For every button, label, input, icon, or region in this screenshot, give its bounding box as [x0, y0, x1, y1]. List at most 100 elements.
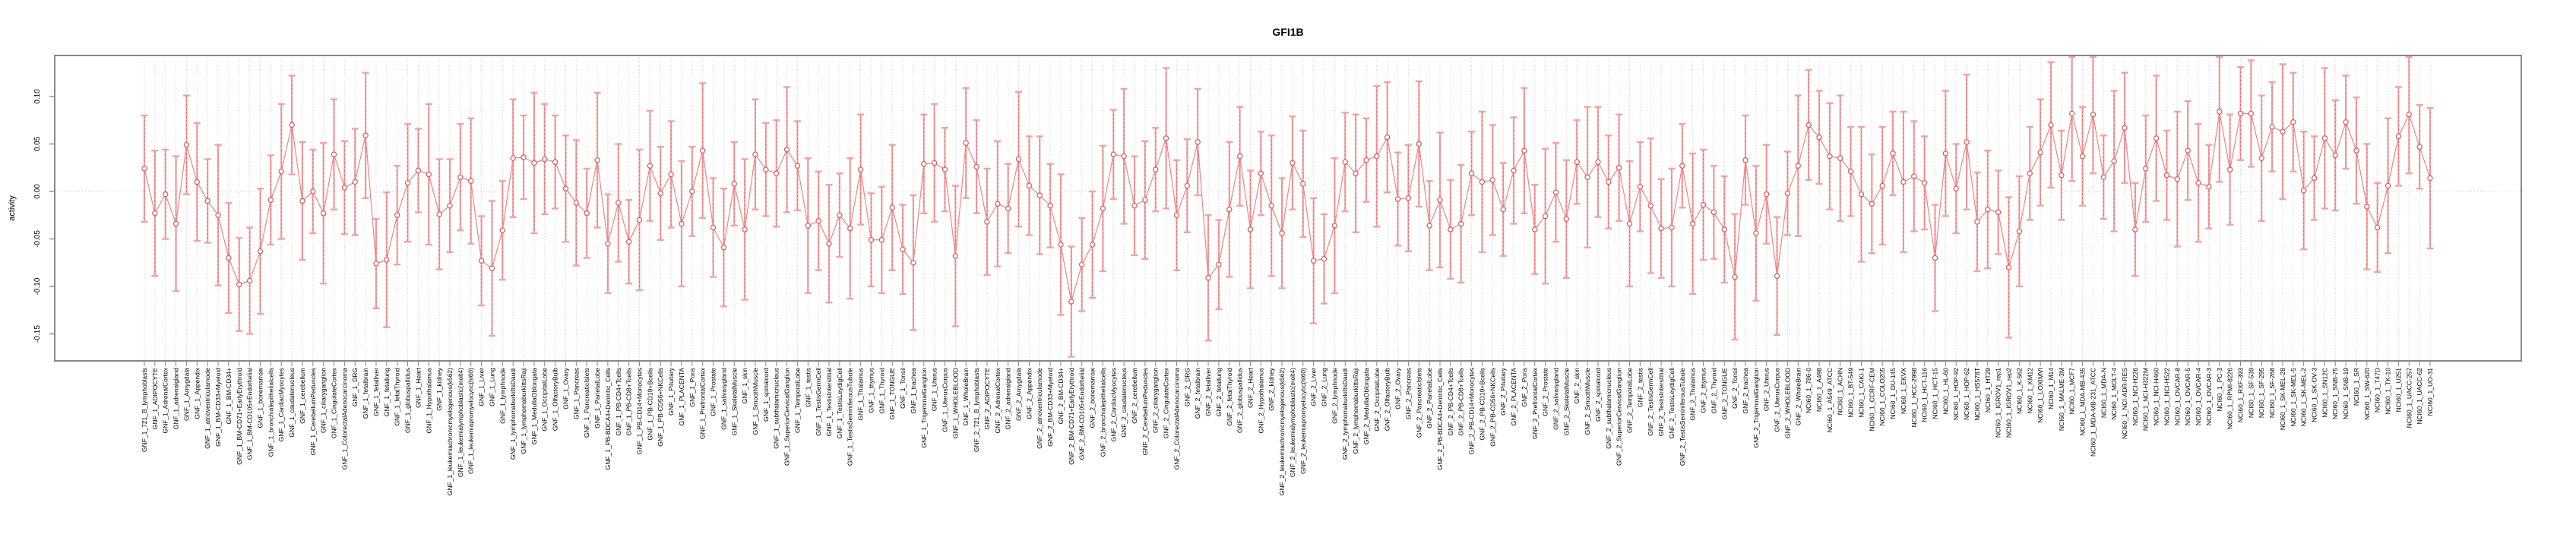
x-tick-label: NCI60_1_COLO205 — [1878, 368, 1886, 426]
data-point — [2185, 147, 2191, 153]
x-tick-label: GNF_2_Prostate — [1542, 368, 1549, 416]
data-point — [963, 140, 969, 146]
data-point — [362, 132, 369, 138]
x-tick-label: GNF_1_SuperiorCervicalGanglion — [783, 368, 791, 466]
data-point — [1774, 273, 1780, 279]
x-tick-label: GNF_2_Pituitary — [1499, 367, 1507, 416]
data-point — [2269, 124, 2275, 130]
data-point — [774, 170, 780, 176]
data-point — [478, 258, 485, 264]
data-point — [2100, 174, 2106, 180]
x-tick-label: GNF_2_TestisSeminiferousTubule — [1679, 368, 1686, 466]
x-tick-label: GNF_1_CardiacMyocytes — [277, 368, 285, 441]
data-point — [299, 198, 305, 204]
x-tick-label: GNF_1_lymphomaburkittsDaudi — [509, 368, 517, 460]
x-tick-label: NCI60_1_SR — [2353, 368, 2360, 406]
x-tick-label: GNF_2_TemporalLobe — [1626, 368, 1634, 433]
data-point — [826, 241, 832, 247]
x-tick-label: NCI60_1_HCC-2998 — [1910, 368, 1918, 428]
x-tick-label: GNF_2_cerebellum — [1131, 368, 1138, 424]
x-tick-label: GNF_2_Heart — [1246, 367, 1254, 408]
data-point — [2069, 110, 2075, 117]
x-tick-label: GNF_1_721_B_lymphoblasts — [141, 368, 148, 452]
data-point — [1489, 177, 1496, 183]
data-point — [1405, 195, 1412, 201]
x-tick-label: GNF_1_Tonsil — [899, 368, 907, 409]
x-tick-label: NCI60_1_RXF-393 — [2236, 368, 2244, 423]
x-tick-label: NCI60_1_CCRF-CEM — [1868, 368, 1875, 432]
data-point — [457, 174, 464, 180]
x-tick-label: GNF_1_lymphomaburkittsRaji — [520, 368, 527, 454]
x-tick-label: GNF_2_PB-CD14+Monocytes — [1468, 368, 1476, 454]
data-point — [2079, 153, 2086, 160]
data-point — [2005, 264, 2012, 270]
y-tick-label: 0.00 — [33, 184, 42, 199]
x-tick-label: GNF_1_PB-CD14+Monocytes — [636, 368, 644, 454]
data-point — [468, 178, 474, 184]
x-tick-label: GNF_1_lymphnode — [498, 368, 506, 424]
data-point — [2406, 112, 2412, 118]
x-tick-label: GNF_2_fetalliver — [1204, 368, 1212, 416]
x-tick-label: NCI60_1_IGROV1_rep2 — [2005, 368, 2013, 438]
data-point — [531, 160, 537, 166]
x-tick-label: NCI60_1_M14 — [2047, 368, 2055, 409]
x-tick-label: GNF_2_kidney — [1267, 367, 1275, 410]
x-tick-label: GNF_2_subthalamicnucleus — [1605, 368, 1612, 449]
x-tick-label: GNF_1_Liver — [478, 368, 486, 406]
x-tick-label: GNF_2_trachea — [1742, 368, 1749, 414]
x-tick-label: GNF_2_Liver — [1310, 368, 1318, 406]
x-tick-label: NCI60_1_KM12 — [2026, 368, 2033, 414]
data-point — [1858, 191, 1865, 198]
data-point — [2163, 172, 2170, 179]
data-point — [1827, 153, 1833, 160]
x-tick-label: GNF_2_SmoothMuscle — [1584, 368, 1591, 435]
data-point — [331, 151, 337, 157]
x-tick-label: GNF_1_salivarygland — [720, 368, 727, 430]
data-point — [2321, 135, 2328, 141]
data-point — [1479, 179, 1486, 185]
x-tick-label: GNF_2_Thalamus — [1689, 368, 1697, 420]
x-tick-label: GNF_1_Heart — [414, 367, 422, 408]
x-tick-label: NCI60_1_DU-145 — [1889, 368, 1897, 419]
data-point — [1374, 153, 1380, 160]
data-point — [1184, 182, 1191, 189]
data-point — [1279, 230, 1285, 236]
x-tick-label: NCI60_1_UACC-62 — [2416, 368, 2423, 425]
data-point — [1679, 163, 1685, 169]
x-tick-label: GNF_1_PLACENTA — [678, 368, 685, 426]
data-point — [2395, 133, 2402, 140]
data-point — [1216, 261, 1222, 267]
x-tick-label: GNF_2_MedullaOblongata — [1362, 368, 1370, 444]
data-point — [1226, 207, 1233, 213]
data-point — [2195, 180, 2201, 186]
data-point — [183, 142, 190, 148]
data-point — [1448, 226, 1454, 232]
x-tick-label: GNF_1_Pancreas — [572, 368, 580, 419]
x-tick-label: GNF_2_caudatenucleus — [1120, 368, 1128, 438]
x-tick-label: GNF_1_TestisGermCell — [815, 368, 822, 436]
x-tick-label: GNF_2_thymus — [1700, 368, 1707, 413]
data-point — [573, 200, 580, 206]
x-tick-label: NCI60_1_786-0 — [1805, 368, 1812, 413]
x-tick-label: NCI60_1_A498 — [1815, 368, 1823, 412]
data-point — [1500, 207, 1506, 213]
data-point — [2027, 170, 2033, 176]
data-point — [2258, 155, 2264, 161]
x-tick-label: GNF_1_subthalamicnucleus — [773, 368, 780, 449]
x-tick-label: GNF_2_PB-CD19+Bcells — [1478, 368, 1486, 441]
data-point — [783, 147, 790, 153]
data-point — [521, 154, 527, 160]
x-tick-label: GNF_2_UterusCorpus — [1774, 368, 1781, 432]
data-point — [2364, 204, 2370, 210]
x-tick-label: GNF_2_WholeBrain — [1794, 368, 1802, 425]
data-point — [1015, 156, 1022, 163]
x-tick-label: GNF_2_BM-CD33+Myeloid — [1046, 368, 1054, 447]
data-point — [384, 257, 390, 263]
x-tick-label: GNF_1_fetalbrain — [362, 368, 369, 419]
x-tick-label: GNF_1_MedullaOblongata — [530, 368, 538, 444]
data-point — [731, 181, 737, 187]
x-tick-label: GNF_1_CerebellumPeduncles — [309, 368, 317, 455]
x-tick-label: NCI60_1_HCT-116 — [1921, 368, 1929, 422]
data-point — [1363, 157, 1369, 163]
